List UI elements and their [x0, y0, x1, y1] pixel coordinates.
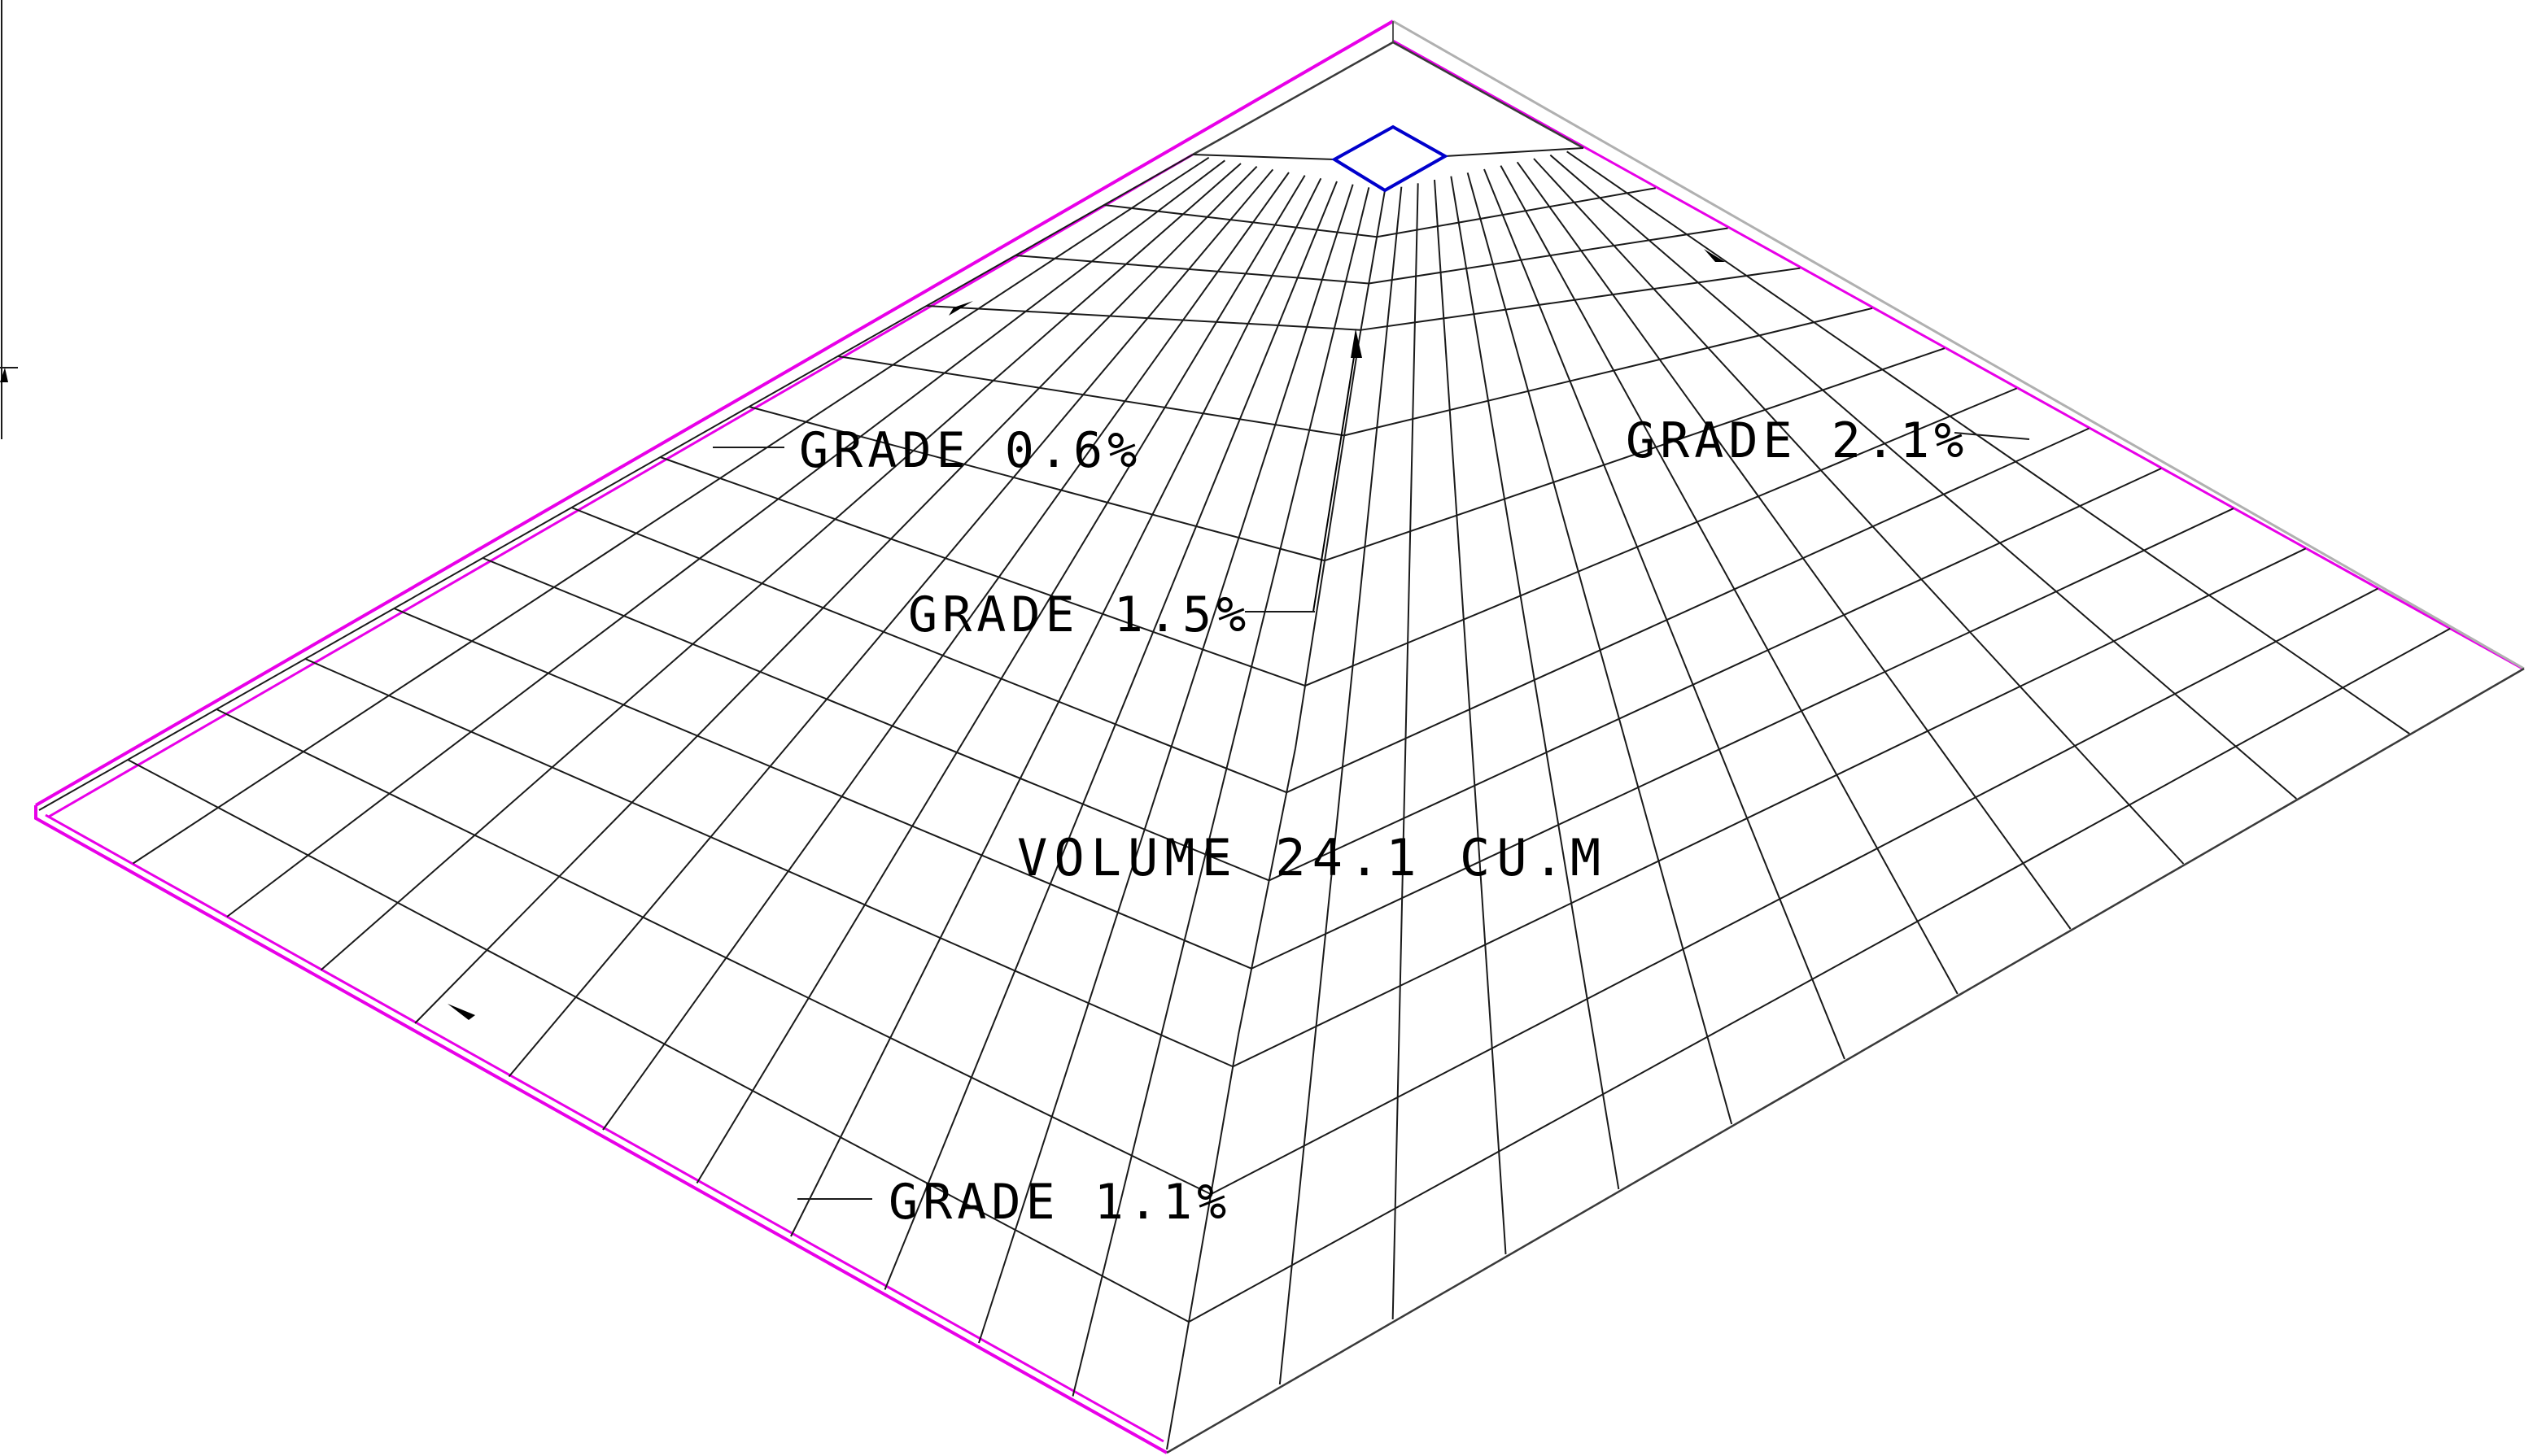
- right-fan-line: [1466, 172, 1733, 1125]
- drain-icon: [1331, 124, 1449, 193]
- left-cross-line: [660, 456, 1306, 687]
- outline-bottom-left: [34, 805, 1168, 1454]
- left-cross-line: [749, 406, 1325, 562]
- right-cross-line: [1376, 187, 1656, 238]
- drain-rim-left: [1192, 154, 1335, 160]
- right-fan-line: [1549, 154, 2297, 800]
- outline-top-right-gray: [1392, 20, 2525, 670]
- right-cross-line: [1210, 587, 2378, 1196]
- left-cross-line: [571, 507, 1287, 794]
- arrow-top-right-icon: [1704, 249, 1725, 262]
- central-ridge-line: [1238, 748, 1296, 1035]
- right-cross-line: [1360, 267, 1801, 331]
- outline-top-right: [1392, 39, 2523, 670]
- right-cross-line: [1188, 627, 2451, 1323]
- left-fan-line: [508, 168, 1274, 1078]
- right-cross-line: [1343, 307, 1873, 437]
- left-cross-line: [837, 355, 1345, 437]
- drain-rim-right: [1444, 147, 1584, 157]
- right-cross-line: [1369, 227, 1728, 285]
- left-cross-line: [216, 708, 1212, 1196]
- left-edge-marker: [0, 0, 18, 439]
- label-leaders: [713, 432, 2030, 1200]
- left-upper-edge: [38, 154, 1194, 811]
- left-cross-line: [304, 658, 1234, 1068]
- grade-mesh: [38, 147, 2451, 1450]
- right-fan-line: [1434, 179, 1507, 1255]
- left-cross-line: [393, 608, 1252, 970]
- left-fan-line: [132, 156, 1210, 865]
- volume-label: VOLUME 24.1 CU.M: [1017, 828, 1607, 887]
- left-fan-line: [978, 184, 1354, 1344]
- drain-outlet: [1331, 124, 1449, 193]
- slab-edges: [1166, 41, 2525, 1454]
- left-cross-line: [926, 305, 1361, 331]
- right-fan-line: [1278, 186, 1403, 1385]
- arrow-top-left-icon: [949, 301, 973, 316]
- right-fan-line: [1516, 161, 2072, 930]
- left-fan-line: [884, 181, 1338, 1290]
- left-cross-line: [127, 759, 1190, 1323]
- right-cross-line: [1232, 547, 2307, 1068]
- outline-top-left: [34, 20, 1395, 807]
- left-fan-line: [790, 177, 1322, 1237]
- left-fan-line: [1072, 187, 1370, 1397]
- grade-label-top-right: GRADE 2.1%: [1626, 412, 1968, 469]
- left-fan-line: [414, 165, 1258, 1024]
- right-cross-line: [1286, 427, 2090, 794]
- arrow-bottom-left-icon: [448, 1004, 475, 1020]
- grade-label-center: GRADE 1.5%: [908, 586, 1251, 643]
- right-cross-line: [1304, 387, 2018, 687]
- left-fan-line: [602, 172, 1290, 1131]
- left-cross-line: [1103, 204, 1378, 238]
- left-cross-line: [483, 557, 1270, 882]
- left-fan-line: [226, 159, 1225, 918]
- right-fan-line: [1566, 150, 2410, 735]
- central-ridge-line: [1358, 190, 1386, 342]
- right-fan-line: [1450, 176, 1620, 1190]
- right-cross-line: [1251, 508, 2234, 970]
- grade-label-bottom: GRADE 1.1%: [889, 1174, 1231, 1231]
- right-cross-line: [1269, 467, 2162, 882]
- right-fan-line: [1483, 168, 1845, 1060]
- right-fan-line: [1500, 165, 1959, 995]
- left-cross-line: [1015, 255, 1369, 285]
- right-fan-line: [1391, 183, 1419, 1320]
- flow-arrows: [448, 249, 1725, 1020]
- central-ridge-line: [1166, 1034, 1239, 1450]
- right-cross-line: [1324, 347, 1946, 562]
- grade-label-top-left: GRADE 0.6%: [799, 422, 1142, 479]
- central-ridge-line: [1295, 341, 1360, 749]
- slab-outline: [34, 20, 2525, 1454]
- outline-top-left-inner: [48, 153, 1194, 818]
